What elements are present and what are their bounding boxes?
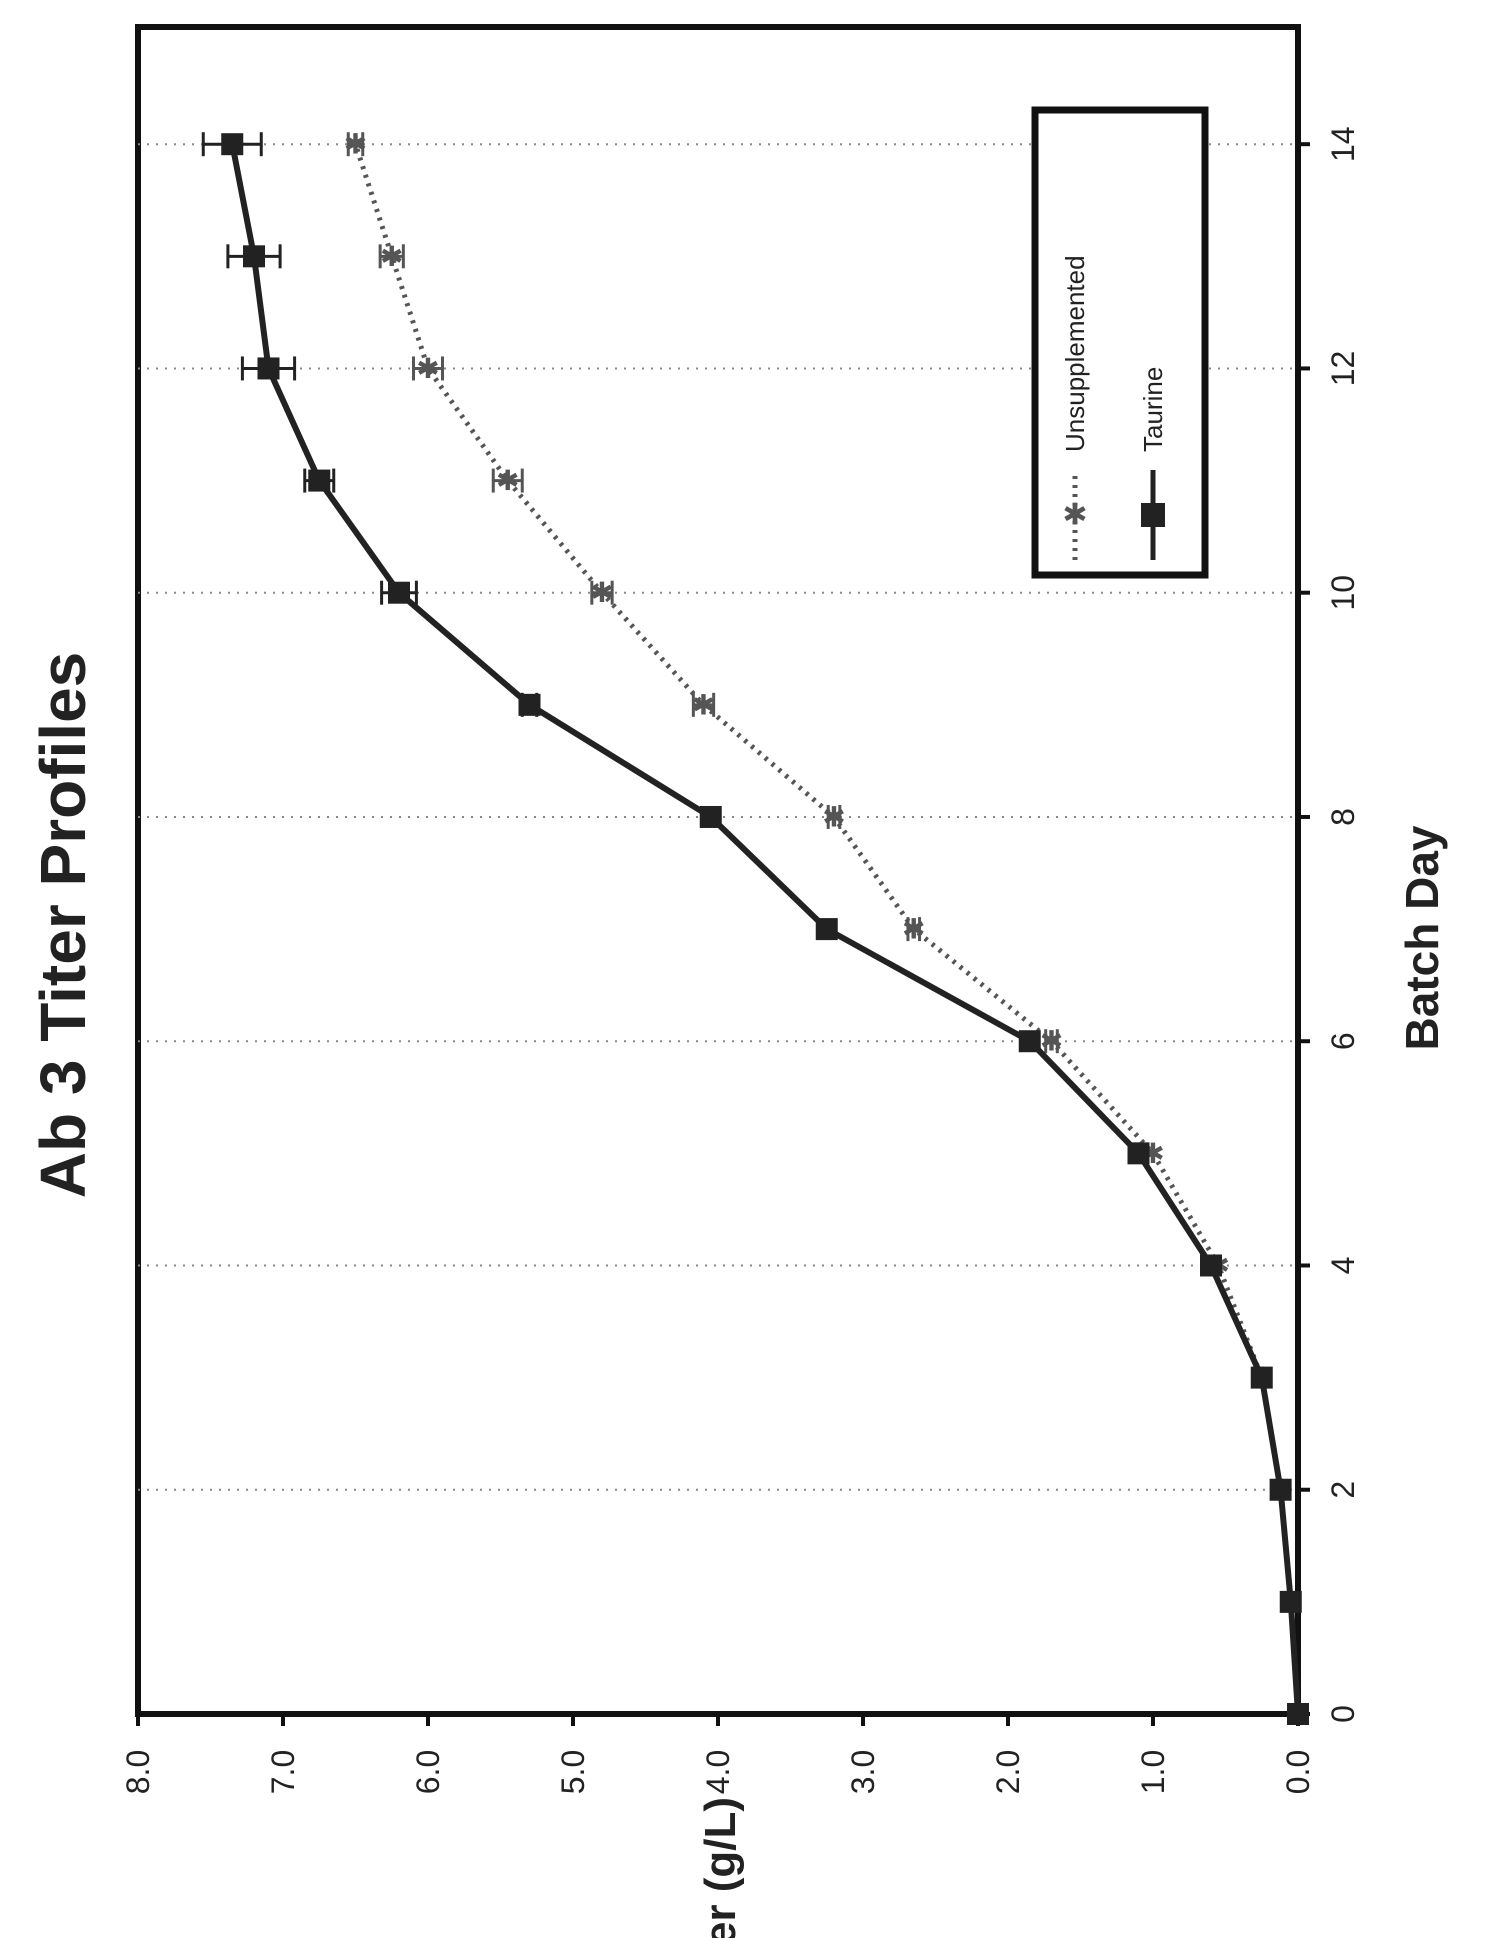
point-taurine-day-5	[1127, 1142, 1150, 1165]
point-unsupplemented-day-6: ✱	[1040, 1025, 1063, 1058]
point-taurine-day-8	[699, 805, 722, 828]
y-tick-label-8.0: 8.0	[120, 1750, 156, 1794]
y-tick-label-3.0: 3.0	[845, 1750, 881, 1794]
x-tick-label-6: 6	[1325, 1032, 1361, 1050]
y-axis-title: Titer (g/L)	[696, 1797, 745, 1938]
point-unsupplemented-day-8: ✱	[822, 800, 845, 833]
y-tick-label-5.0: 5.0	[555, 1750, 591, 1794]
point-taurine-day-6	[1018, 1030, 1041, 1053]
point-unsupplemented-day-13: ✱	[380, 240, 403, 273]
legend: ✱ Unsupplemented Taurine	[1031, 106, 1209, 579]
legend-item-unsupplemented: ✱ Unsupplemented	[1060, 255, 1090, 560]
y-axis-ticks: 0.0 1.0 2.0 3.0 4.0 5.0 6.0 7.0 8.0	[120, 1714, 1316, 1794]
error-bar-unsupplemented-day-7	[906, 917, 922, 942]
point-taurine-day-3	[1250, 1366, 1273, 1389]
x-axis-title: Batch Day	[1396, 825, 1448, 1050]
error-bar-unsupplemented-day-14	[346, 132, 365, 157]
legend-item-taurine: Taurine	[1138, 367, 1168, 560]
series-taurine	[201, 132, 1309, 1725]
legend-label-taurine: Taurine	[1138, 367, 1168, 452]
point-taurine-day-1	[1279, 1590, 1302, 1613]
series-layer: ✱✱✱✱✱✱✱✱✱✱✱✱✱✱✱	[201, 128, 1310, 1731]
legend-square-taurine	[1141, 503, 1165, 527]
error-bar-unsupplemented-day-11	[491, 468, 524, 493]
point-taurine-day-11	[308, 469, 331, 492]
point-unsupplemented-day-7: ✱	[902, 913, 925, 946]
y-tick-label-0.0: 0.0	[1280, 1750, 1316, 1794]
error-bar-unsupplemented-day-8	[826, 804, 842, 829]
x-tick-label-10: 10	[1325, 575, 1361, 611]
error-bar-unsupplemented-day-13	[378, 244, 405, 269]
point-unsupplemented-day-14: ✱	[344, 128, 367, 161]
y-tick-label-1.0: 1.0	[1135, 1750, 1171, 1794]
point-unsupplemented-day-12: ✱	[416, 352, 439, 385]
legend-box	[1031, 106, 1209, 579]
point-taurine-day-14	[221, 133, 244, 156]
y-tick-label-6.0: 6.0	[410, 1750, 446, 1794]
x-tick-label-12: 12	[1325, 351, 1361, 387]
y-tick-label-4.0: 4.0	[700, 1750, 736, 1794]
x-tick-label-4: 4	[1325, 1257, 1361, 1275]
point-taurine-day-13	[243, 245, 265, 268]
x-tick-label-2: 2	[1325, 1481, 1361, 1499]
error-bar-unsupplemented-day-9	[691, 692, 716, 717]
y-tick-label-2.0: 2.0	[990, 1750, 1026, 1794]
x-tick-label-0: 0	[1325, 1705, 1361, 1723]
point-taurine-day-2	[1269, 1478, 1292, 1501]
x-axis-ticks: 0 2 4 6 8 10 12 14	[1298, 126, 1361, 1723]
x-tick-label-14: 14	[1325, 126, 1361, 162]
point-taurine-day-12	[257, 357, 280, 380]
point-unsupplemented-day-9: ✱	[692, 688, 715, 721]
error-bar-unsupplemented-day-10	[590, 580, 614, 605]
y-tick-label-7.0: 7.0	[265, 1750, 301, 1794]
point-unsupplemented-day-10: ✱	[590, 576, 613, 609]
chart-title: Ab 3 Titer Profiles	[27, 652, 99, 1199]
error-bar-unsupplemented-day-6	[1044, 1029, 1059, 1054]
point-taurine-day-4	[1200, 1254, 1222, 1277]
point-taurine-day-0	[1287, 1703, 1309, 1725]
point-taurine-day-7	[815, 918, 838, 941]
x-tick-label-8: 8	[1325, 808, 1361, 826]
legend-label-unsupplemented: Unsupplemented	[1060, 255, 1090, 452]
legend-star-unsupplemented: ✱	[1062, 498, 1087, 533]
point-taurine-day-10	[388, 581, 410, 604]
point-unsupplemented-day-11: ✱	[496, 464, 519, 497]
point-taurine-day-9	[518, 693, 541, 716]
error-bar-unsupplemented-day-12	[412, 356, 444, 381]
